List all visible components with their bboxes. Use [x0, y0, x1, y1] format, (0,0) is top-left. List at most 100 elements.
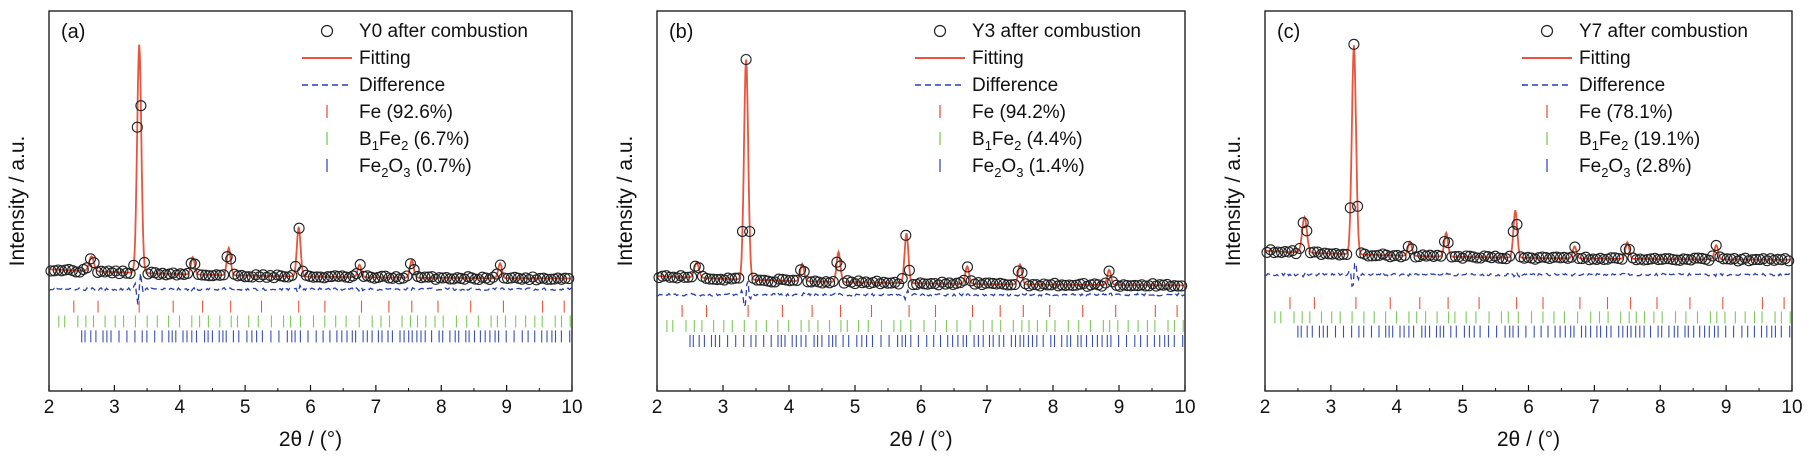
legend-marker-observed	[933, 24, 947, 38]
observed-point	[1612, 252, 1624, 265]
observed-point	[131, 121, 143, 133]
observed-point	[534, 272, 546, 284]
x-tick-label: 9	[1721, 397, 1732, 418]
observed-point	[1587, 253, 1599, 265]
observed-point	[1504, 250, 1516, 262]
observed-point	[1067, 279, 1079, 292]
observed-point	[1172, 280, 1184, 292]
observed-point	[1663, 253, 1675, 265]
observed-point	[1125, 280, 1137, 292]
legend-label: Difference	[359, 75, 445, 96]
observed-point	[487, 271, 499, 283]
observed-point	[765, 276, 778, 288]
observed-point	[394, 273, 406, 285]
observed-point	[426, 271, 438, 283]
x-tick-label: 7	[371, 397, 382, 418]
observed-point	[932, 279, 945, 291]
observed-point	[1522, 251, 1534, 263]
observed-point	[444, 273, 456, 285]
observed-point	[1645, 253, 1657, 265]
observed-point	[1750, 253, 1762, 265]
observed-point	[174, 268, 186, 280]
observed-point	[419, 271, 431, 283]
legend-label: Fe2O3 (2.8%)	[1579, 156, 1692, 180]
observed-point	[138, 256, 150, 268]
observed-point	[1294, 242, 1306, 255]
observed-point	[1536, 251, 1548, 263]
observed-point	[358, 270, 370, 282]
observed-point	[922, 278, 934, 290]
observed-point	[1609, 252, 1621, 264]
observed-point	[1165, 280, 1177, 292]
observed-point	[401, 270, 413, 282]
observed-point	[311, 271, 323, 283]
observed-point	[340, 271, 352, 283]
x-tick-label: 8	[436, 397, 447, 418]
observed-point	[333, 270, 345, 283]
observed-point	[458, 273, 471, 285]
observed-point	[502, 272, 514, 285]
observed-point	[838, 277, 850, 289]
observed-point	[1027, 278, 1039, 291]
observed-point	[271, 269, 284, 281]
observed-point	[1605, 252, 1617, 264]
observed-point	[1478, 250, 1490, 262]
fitting-line	[657, 59, 1185, 287]
observed-point	[113, 268, 125, 280]
observed-point	[1176, 280, 1188, 292]
x-tick-label: 4	[1391, 397, 1402, 418]
observed-point	[59, 264, 71, 276]
observed-point	[257, 269, 269, 281]
observed-point	[831, 256, 843, 268]
observed-point	[736, 225, 749, 237]
observed-point	[1554, 252, 1566, 264]
observed-point	[214, 269, 226, 281]
observed-point	[1078, 277, 1090, 290]
observed-point	[1121, 280, 1133, 292]
observed-point	[1707, 250, 1719, 262]
x-axis-label: 2θ / (°)	[1497, 428, 1560, 451]
observed-point	[88, 257, 100, 269]
observed-point	[1168, 280, 1180, 292]
y-axis-label: Intensity / a.u.	[1222, 136, 1245, 267]
observed-point	[1301, 225, 1313, 237]
observed-point	[667, 271, 680, 283]
observed-point	[805, 276, 817, 288]
observed-point	[1099, 277, 1112, 289]
observed-point	[1261, 246, 1273, 258]
legend-label: Fitting	[359, 48, 411, 69]
observed-point	[751, 274, 763, 286]
observed-point	[1551, 251, 1563, 263]
observed-point	[755, 274, 767, 286]
observed-point	[1638, 254, 1650, 266]
observed-point	[1569, 241, 1581, 253]
observed-point	[1746, 254, 1759, 266]
legend-marker-observed	[1540, 24, 1554, 38]
observed-point	[182, 267, 194, 279]
observed-point	[404, 258, 417, 270]
observed-point	[657, 270, 669, 282]
observed-point	[1710, 239, 1722, 251]
observed-point	[1547, 251, 1559, 263]
observed-point	[315, 271, 327, 283]
observed-point	[451, 272, 463, 284]
observed-point	[1464, 250, 1476, 262]
panel-label: (c)	[1277, 21, 1300, 43]
observed-point	[907, 279, 919, 291]
legend-label: B1Fe2 (6.7%)	[359, 129, 470, 153]
observed-point	[484, 273, 496, 285]
observed-point	[1616, 253, 1628, 265]
observed-point	[120, 267, 133, 279]
x-tick-label: 3	[109, 397, 120, 418]
observed-point	[1308, 246, 1320, 258]
observed-point	[498, 272, 510, 284]
observed-point	[834, 260, 847, 272]
observed-point	[135, 100, 147, 112]
legend-label: Fe (94.2%)	[972, 102, 1066, 123]
observed-point	[279, 271, 291, 283]
observed-point	[1370, 250, 1382, 262]
observed-point	[225, 253, 237, 265]
legend-label: Difference	[1579, 75, 1665, 96]
x-tick-label: 5	[1457, 397, 1468, 418]
observed-point	[958, 274, 970, 286]
